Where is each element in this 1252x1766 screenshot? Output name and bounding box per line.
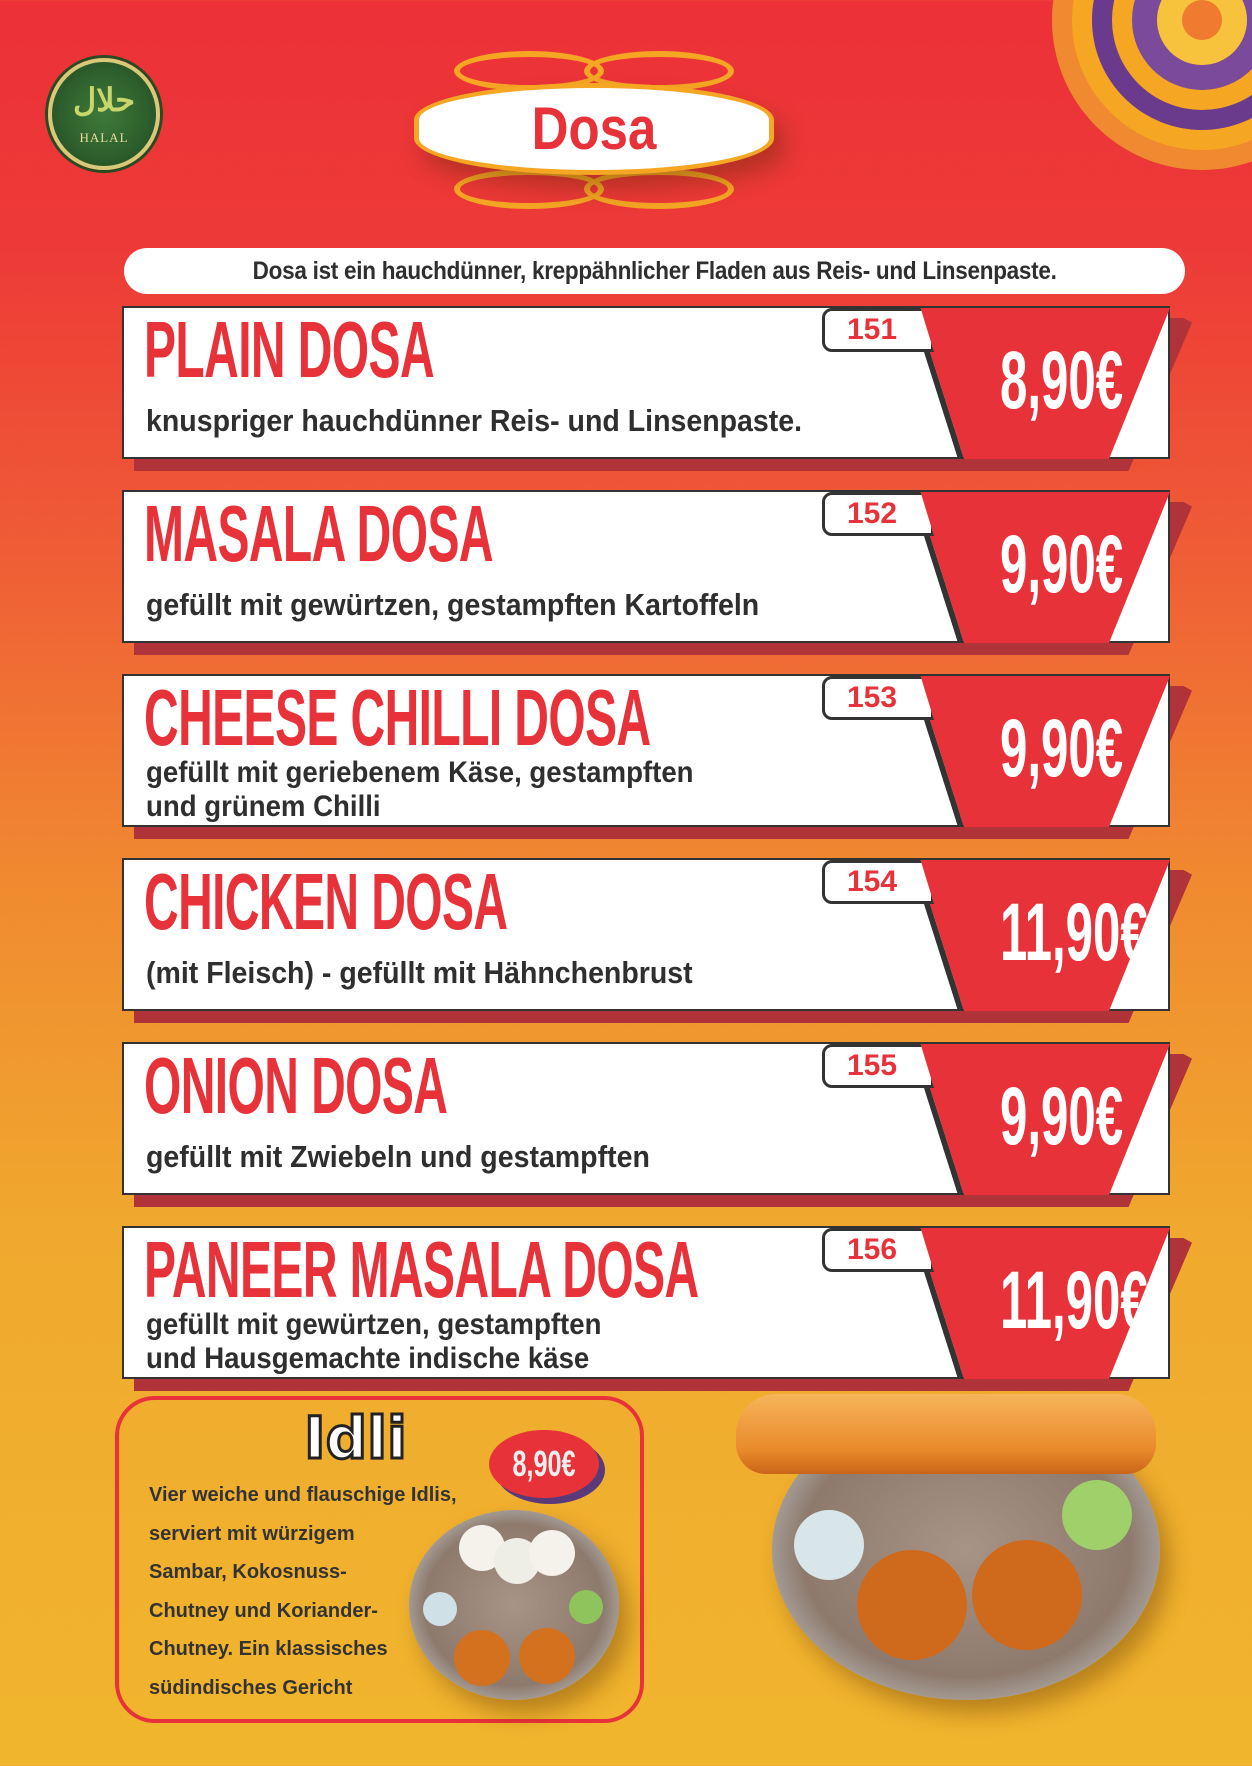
item-description: (mit Fleisch) - gefüllt mit Hähnchenbrus…: [146, 956, 693, 989]
idli-description: Vier weiche und flauschige Idlis, servie…: [149, 1476, 469, 1707]
dosa-roll-photo: [736, 1394, 1156, 1474]
title-ornament-frame: Dosa: [394, 45, 794, 215]
item-description: gefüllt mit geriebenem Käse, gestampften…: [146, 756, 694, 824]
mandala-decoration: [1052, 0, 1252, 170]
title-plate: [414, 83, 774, 175]
menu-item-card: 155 ONION DOSA gefüllt mit Zwiebeln und …: [122, 1042, 1192, 1212]
desc-line: Chutney. Ein klassisches: [149, 1638, 388, 1660]
sambar-bowl: [519, 1628, 575, 1684]
item-price: 8,90€: [1000, 335, 1124, 426]
coconut-chutney: [423, 1592, 457, 1626]
item-description: knuspriger hauchdünner Reis- und Linsenp…: [146, 404, 802, 437]
item-number: 155: [822, 1044, 934, 1088]
menu-item-card: 153 CHEESE CHILLI DOSA gefüllt mit gerie…: [122, 674, 1192, 844]
idli-price-badge: 8,90€: [489, 1430, 599, 1498]
ornament-swirl: [454, 169, 604, 209]
item-price: 11,90€: [1000, 1255, 1148, 1346]
idli-title: Idli: [303, 1403, 409, 1474]
item-name: CHEESE CHILLI DOSA: [144, 673, 651, 762]
desc-line: Chutney und Koriander-: [149, 1599, 378, 1622]
desc-line: gefüllt mit geriebenem Käse, gestampften: [146, 756, 694, 789]
item-number: 151: [822, 308, 934, 352]
item-price: 9,90€: [1000, 703, 1124, 794]
menu-item-card: 152 MASALA DOSA gefüllt mit gewürtzen, g…: [122, 490, 1192, 660]
item-name: CHICKEN DOSA: [144, 857, 508, 946]
idli-box: Idli 8,90€ Vier weiche und flauschige Id…: [115, 1396, 644, 1723]
coriander-chutney: [569, 1590, 603, 1624]
item-name: PLAIN DOSA: [144, 305, 435, 394]
desc-line: gefüllt mit gewürtzen, gestampften: [146, 1308, 602, 1341]
item-number: 153: [822, 676, 934, 720]
halal-latin: HALAL: [79, 130, 129, 145]
card-body: 153 CHEESE CHILLI DOSA gefüllt mit gerie…: [122, 674, 1170, 827]
coriander-chutney: [1062, 1480, 1132, 1550]
sambar-bowl: [857, 1550, 967, 1660]
desc-line: gefüllt mit gewürtzen, gestampften Karto…: [146, 587, 760, 622]
idli-plate-photo: [409, 1510, 619, 1700]
desc-line: serviert mit würzigem: [149, 1522, 355, 1545]
item-price: 9,90€: [1000, 1071, 1124, 1162]
item-description: gefüllt mit Zwiebeln und gestampften: [146, 1140, 650, 1173]
intro-banner: Dosa ist ein hauchdünner, kreppähnlicher…: [124, 248, 1185, 294]
idli-cake: [529, 1530, 575, 1576]
menu-item-card: 154 CHICKEN DOSA (mit Fleisch) - gefüllt…: [122, 858, 1192, 1028]
card-body: 151 PLAIN DOSA knuspriger hauchdünner Re…: [122, 306, 1170, 459]
card-body: 155 ONION DOSA gefüllt mit Zwiebeln und …: [122, 1042, 1170, 1195]
item-name: PANEER MASALA DOSA: [144, 1225, 699, 1314]
idli-price: 8,90€: [512, 1443, 576, 1484]
desc-line: gefüllt mit Zwiebeln und gestampften: [146, 1139, 650, 1174]
intro-text: Dosa ist ein hauchdünner, kreppähnlicher…: [252, 257, 1057, 285]
sambar-bowl: [972, 1540, 1082, 1650]
sambar-bowl: [454, 1630, 510, 1686]
desc-line: und Hausgemachte indische käse: [146, 1342, 590, 1375]
desc-line: Vier weiche und flauschige Idlis,: [149, 1484, 457, 1506]
desc-line: knuspriger hauchdünner Reis- und Linsenp…: [146, 403, 803, 438]
card-body: 152 MASALA DOSA gefüllt mit gewürtzen, g…: [122, 490, 1170, 643]
card-body: 156 PANEER MASALA DOSA gefüllt mit gewür…: [122, 1226, 1170, 1379]
menu-item-card: 156 PANEER MASALA DOSA gefüllt mit gewür…: [122, 1226, 1192, 1396]
desc-line: (mit Fleisch) - gefüllt mit Hähnchenbrus…: [146, 955, 693, 990]
item-number: 152: [822, 492, 934, 536]
item-price: 11,90€: [1000, 887, 1148, 978]
item-name: MASALA DOSA: [144, 489, 494, 578]
halal-badge-logo: حلال HALAL: [48, 58, 160, 170]
item-number: 154: [822, 860, 934, 904]
item-description: gefüllt mit gewürtzen, gestampften und Ha…: [146, 1308, 601, 1376]
item-number: 156: [822, 1228, 934, 1272]
ornament-swirl: [584, 169, 734, 209]
coconut-chutney: [794, 1510, 864, 1580]
halal-arabic: حلال: [72, 81, 136, 119]
item-price: 9,90€: [1000, 519, 1124, 610]
card-body: 154 CHICKEN DOSA (mit Fleisch) - gefüllt…: [122, 858, 1170, 1011]
desc-line: und grünem Chilli: [146, 790, 381, 823]
item-name: ONION DOSA: [144, 1041, 448, 1130]
desc-line: Sambar, Kokosnuss-: [149, 1561, 347, 1583]
page-title: Dosa: [531, 95, 657, 162]
menu-item-card: 151 PLAIN DOSA knuspriger hauchdünner Re…: [122, 306, 1192, 476]
desc-line: südindisches Gericht: [149, 1676, 353, 1699]
item-description: gefüllt mit gewürtzen, gestampften Karto…: [146, 588, 759, 621]
